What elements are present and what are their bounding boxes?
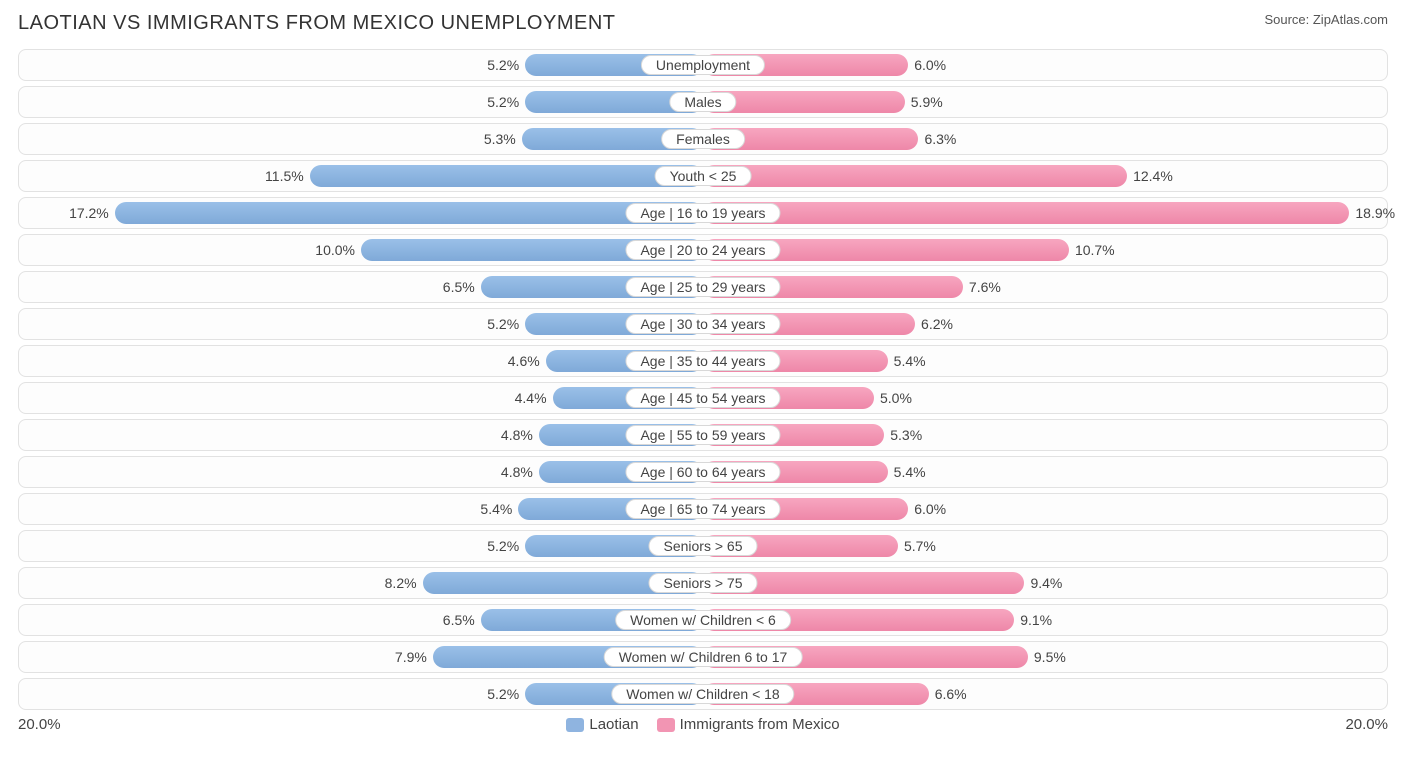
legend-label-right: Immigrants from Mexico	[680, 716, 840, 733]
chart-row: 7.9% 9.5% Women w/ Children 6 to 17	[18, 641, 1388, 673]
value-left: 6.5%	[443, 605, 481, 635]
value-right: 9.4%	[1024, 568, 1062, 598]
value-left: 5.2%	[487, 679, 525, 709]
value-left: 5.4%	[480, 494, 518, 524]
chart-row: 5.2% 6.6% Women w/ Children < 18	[18, 678, 1388, 710]
bar-left	[115, 202, 703, 224]
value-right: 6.6%	[929, 679, 967, 709]
bar-right	[703, 165, 1127, 187]
category-label: Age | 16 to 19 years	[625, 203, 780, 223]
value-right: 6.0%	[908, 50, 946, 80]
value-right: 6.3%	[918, 124, 956, 154]
value-right: 10.7%	[1069, 235, 1115, 265]
value-left: 11.5%	[265, 161, 310, 191]
chart-row: 5.2% 6.2% Age | 30 to 34 years	[18, 308, 1388, 340]
axis-right-label: 20.0%	[1345, 716, 1388, 733]
chart-row: 5.2% 5.7% Seniors > 65	[18, 530, 1388, 562]
value-left: 4.4%	[515, 383, 553, 413]
value-right: 5.9%	[905, 87, 943, 117]
category-label: Age | 30 to 34 years	[625, 314, 780, 334]
chart-row: 17.2%18.9%Age | 16 to 19 years	[18, 197, 1388, 229]
category-label: Women w/ Children < 18	[611, 684, 794, 704]
value-right: 5.3%	[884, 420, 922, 450]
bar-right	[703, 202, 1349, 224]
value-right: 6.2%	[915, 309, 953, 339]
value-right: 5.0%	[874, 383, 912, 413]
value-right: 18.9%	[1349, 198, 1395, 228]
legend-item-right: Immigrants from Mexico	[657, 716, 840, 733]
category-label: Youth < 25	[655, 166, 752, 186]
chart-row: 5.2% 5.9% Males	[18, 86, 1388, 118]
chart-row: 4.8% 5.3% Age | 55 to 59 years	[18, 419, 1388, 451]
category-label: Women w/ Children < 6	[615, 610, 791, 630]
category-label: Age | 65 to 74 years	[625, 499, 780, 519]
category-label: Women w/ Children 6 to 17	[604, 647, 803, 667]
category-label: Seniors > 65	[649, 536, 758, 556]
value-left: 4.6%	[508, 346, 546, 376]
legend-item-left: Laotian	[566, 716, 638, 733]
category-label: Age | 35 to 44 years	[625, 351, 780, 371]
value-left: 4.8%	[501, 457, 539, 487]
chart-row: 5.2% 6.0% Unemployment	[18, 49, 1388, 81]
value-left: 6.5%	[443, 272, 481, 302]
chart-row: 8.2% 9.4% Seniors > 75	[18, 567, 1388, 599]
value-right: 9.5%	[1028, 642, 1066, 672]
butterfly-chart: 5.2% 6.0% Unemployment 5.2% 5.9% Males 5.3% 6.3…	[18, 49, 1388, 710]
value-right: 5.7%	[898, 531, 936, 561]
legend-label-left: Laotian	[589, 716, 638, 733]
value-right: 12.4%	[1127, 161, 1173, 191]
category-label: Age | 45 to 54 years	[625, 388, 780, 408]
chart-title: LAOTIAN VS IMMIGRANTS FROM MEXICO UNEMPL…	[18, 12, 616, 35]
value-left: 10.0%	[315, 235, 361, 265]
value-right: 9.1%	[1014, 605, 1052, 635]
chart-row: 4.8% 5.4% Age | 60 to 64 years	[18, 456, 1388, 488]
value-left: 7.9%	[395, 642, 433, 672]
axis-left-label: 20.0%	[18, 716, 61, 733]
value-left: 8.2%	[385, 568, 423, 598]
chart-row: 5.3% 6.3% Females	[18, 123, 1388, 155]
legend-swatch-left	[566, 718, 584, 732]
chart-row: 5.4% 6.0% Age | 65 to 74 years	[18, 493, 1388, 525]
legend-swatch-right	[657, 718, 675, 732]
value-left: 4.8%	[501, 420, 539, 450]
value-left: 5.2%	[487, 309, 525, 339]
chart-row: 6.5% 7.6% Age | 25 to 29 years	[18, 271, 1388, 303]
value-left: 5.2%	[487, 531, 525, 561]
category-label: Age | 60 to 64 years	[625, 462, 780, 482]
category-label: Age | 25 to 29 years	[625, 277, 780, 297]
chart-row: 4.4% 5.0% Age | 45 to 54 years	[18, 382, 1388, 414]
value-left: 5.2%	[487, 87, 525, 117]
chart-row: 10.0% 10.7% Age | 20 to 24 years	[18, 234, 1388, 266]
value-left: 5.3%	[484, 124, 522, 154]
category-label: Unemployment	[641, 55, 765, 75]
value-right: 5.4%	[888, 346, 926, 376]
category-label: Males	[669, 92, 736, 112]
chart-row: 6.5% 9.1% Women w/ Children < 6	[18, 604, 1388, 636]
value-right: 5.4%	[888, 457, 926, 487]
chart-source: Source: ZipAtlas.com	[1264, 12, 1388, 27]
legend: Laotian Immigrants from Mexico	[61, 716, 1346, 733]
value-right: 7.6%	[963, 272, 1001, 302]
value-left: 5.2%	[487, 50, 525, 80]
chart-header: LAOTIAN VS IMMIGRANTS FROM MEXICO UNEMPL…	[18, 12, 1388, 35]
bar-left	[310, 165, 703, 187]
chart-row: 4.6% 5.4% Age | 35 to 44 years	[18, 345, 1388, 377]
value-right: 6.0%	[908, 494, 946, 524]
value-left: 17.2%	[69, 198, 115, 228]
category-label: Age | 20 to 24 years	[625, 240, 780, 260]
chart-row: 11.5% 12.4% Youth < 25	[18, 160, 1388, 192]
category-label: Age | 55 to 59 years	[625, 425, 780, 445]
category-label: Females	[661, 129, 745, 149]
category-label: Seniors > 75	[649, 573, 758, 593]
chart-footer: 20.0% Laotian Immigrants from Mexico 20.…	[18, 716, 1388, 733]
